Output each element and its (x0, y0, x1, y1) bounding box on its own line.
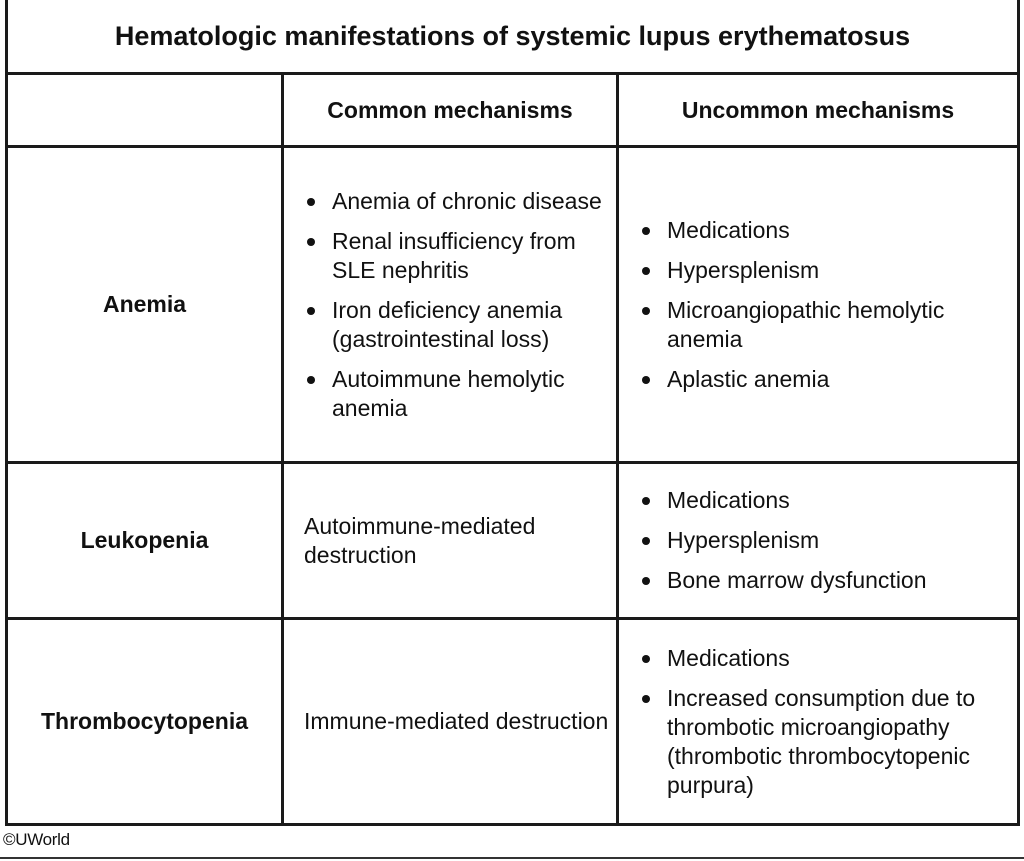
leukopenia-uncommon-list: Medications Hypersplenism Bone marrow dy… (619, 486, 1017, 595)
list-item: Aplastic anemia (639, 365, 1005, 394)
list-item: Medications (639, 216, 1005, 245)
list-item: Anemia of chronic disease (304, 187, 604, 216)
list-item: Iron deficiency anemia (gastrointestinal… (304, 296, 604, 354)
row-label-leukopenia: Leukopenia (5, 461, 284, 620)
anemia-common-cell: Anemia of chronic disease Renal insuffic… (281, 145, 619, 464)
list-item: Hypersplenism (639, 256, 1005, 285)
table-row-anemia: Anemia Anemia of chronic disease Renal i… (5, 145, 1021, 464)
header-common-mechanisms: Common mechanisms (281, 72, 619, 148)
thrombocytopenia-common-cell: Immune-mediated destruction (281, 617, 619, 826)
bottom-divider (0, 857, 1024, 859)
row-label-thrombocytopenia: Thrombocytopenia (5, 617, 284, 826)
anemia-common-list: Anemia of chronic disease Renal insuffic… (284, 187, 616, 423)
header-corner (5, 72, 284, 148)
list-item: Increased consumption due to thrombotic … (639, 684, 1005, 800)
list-item: Medications (639, 644, 1005, 673)
table-row-leukopenia: Leukopenia Autoimmune-mediated destructi… (5, 461, 1021, 620)
list-item: Bone marrow dysfunction (639, 566, 1005, 595)
leukopenia-common-cell: Autoimmune-mediated destruction (281, 461, 619, 620)
thrombocytopenia-uncommon-list: Medications Increased consumption due to… (619, 644, 1017, 800)
table-header-row: Common mechanisms Uncommon mechanisms (5, 72, 1021, 148)
list-item: Microangiopathic hemolytic anemia (639, 296, 1005, 354)
sle-hematologic-table: Hematologic manifestations of systemic l… (4, 0, 1021, 826)
table-title: Hematologic manifestations of systemic l… (4, 0, 1021, 75)
list-item: Renal insufficiency from SLE nephritis (304, 227, 604, 285)
row-label-anemia: Anemia (5, 145, 284, 464)
header-uncommon-mechanisms: Uncommon mechanisms (615, 72, 1021, 148)
copyright-notice: ©UWorld (3, 830, 70, 849)
anemia-uncommon-list: Medications Hypersplenism Microangiopath… (619, 216, 1017, 394)
table-title-row: Hematologic manifestations of systemic l… (4, 0, 1021, 75)
list-item: Autoimmune hemolytic anemia (304, 365, 604, 423)
table-row-thrombocytopenia: Thrombocytopenia Immune-mediated destruc… (5, 617, 1021, 826)
list-item: Medications (639, 486, 1005, 515)
list-item: Hypersplenism (639, 526, 1005, 555)
thrombocytopenia-uncommon-cell: Medications Increased consumption due to… (615, 617, 1021, 826)
leukopenia-uncommon-cell: Medications Hypersplenism Bone marrow dy… (615, 461, 1021, 620)
anemia-uncommon-cell: Medications Hypersplenism Microangiopath… (615, 145, 1021, 464)
